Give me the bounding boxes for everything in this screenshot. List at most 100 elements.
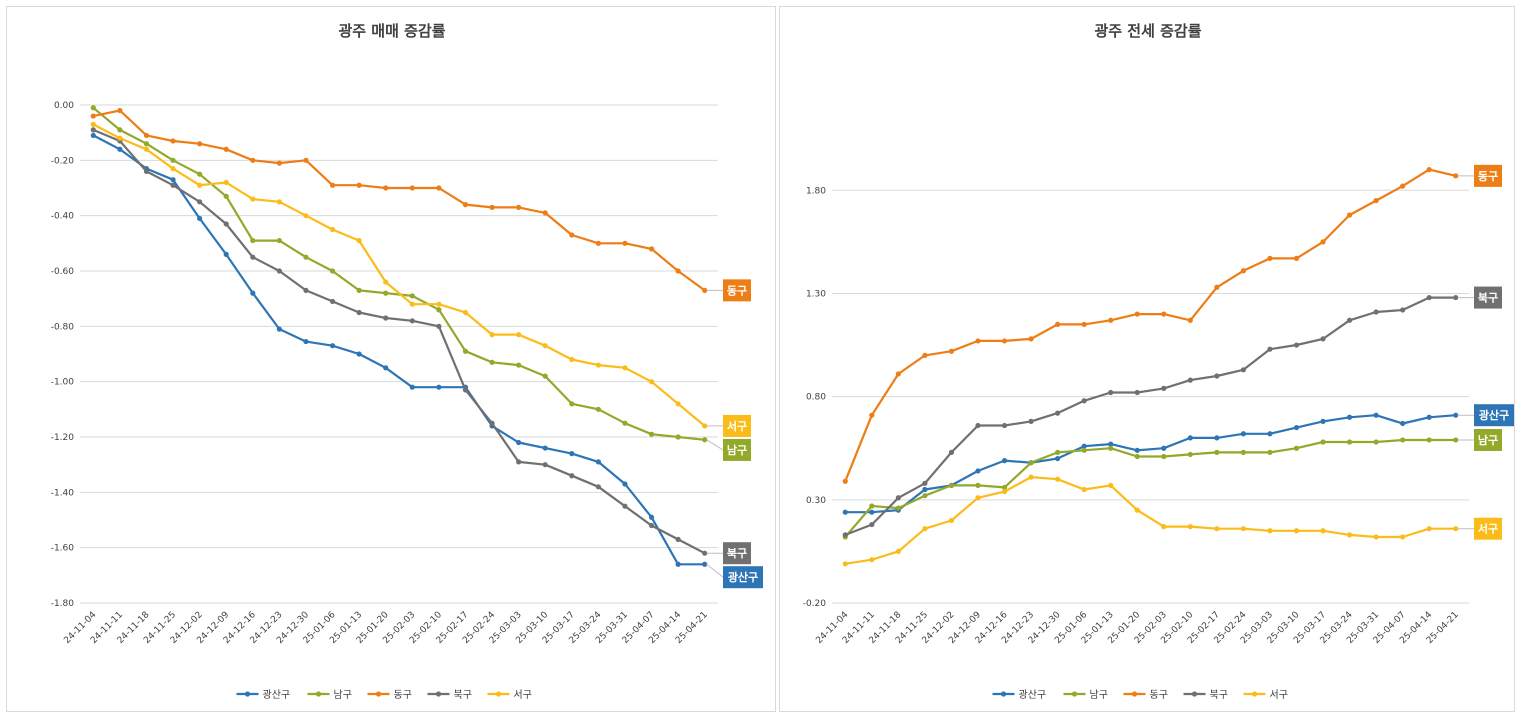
jeonse-chart-svg: 광주 전세 증감률1.801.300.800.30-0.2024-11-0424… — [803, 22, 1514, 701]
data-point-동구 — [197, 141, 203, 147]
y-tick-label: 0.00 — [54, 101, 74, 111]
data-point-광산구 — [1161, 445, 1167, 451]
data-point-남구 — [1267, 449, 1273, 455]
data-point-남구 — [170, 157, 176, 163]
data-point-서구 — [842, 561, 848, 567]
data-point-서구 — [1346, 532, 1353, 538]
data-point-동구 — [143, 132, 150, 139]
data-point-동구 — [675, 268, 681, 274]
end-tag-label: 북구 — [1478, 291, 1498, 305]
data-point-광산구 — [1373, 412, 1379, 418]
legend-label: 광산구 — [263, 689, 291, 701]
data-point-광산구 — [436, 384, 442, 390]
data-point-남구 — [1373, 439, 1379, 445]
end-tag-label: 남구 — [727, 444, 747, 457]
y-tick-label: -1.80 — [51, 599, 75, 609]
end-tag-label: 광산구 — [1479, 408, 1509, 422]
data-point-남구 — [702, 437, 708, 443]
data-point-남구 — [223, 193, 229, 199]
end-tag-북구 — [1474, 286, 1502, 309]
data-point-북구 — [1187, 377, 1193, 383]
data-point-동구 — [1400, 183, 1406, 189]
data-point-북구 — [489, 420, 495, 426]
data-point-서구 — [170, 166, 176, 172]
data-point-서구 — [1161, 524, 1167, 530]
data-point-서구 — [409, 301, 415, 307]
data-point-동구 — [276, 160, 282, 166]
data-point-서구 — [1108, 482, 1114, 488]
end-tag-동구 — [1474, 164, 1502, 187]
data-point-남구 — [1320, 439, 1326, 445]
tag-leader — [706, 563, 724, 578]
chart-panel-jeonse: 광주 전세 증감률 1.80 1.30 0.80 0.30 -0.20 24-11-04 24… — [779, 6, 1515, 712]
data-point-서구 — [895, 548, 901, 555]
data-point-서구 — [869, 557, 875, 563]
series-line-서구 — [92, 123, 706, 427]
data-point-북구 — [1028, 418, 1034, 424]
data-point-남구 — [1240, 449, 1246, 455]
data-point-남구 — [276, 237, 282, 244]
data-point-광산구 — [90, 132, 96, 139]
data-point-광산구 — [1134, 447, 1140, 453]
y-tick-label: -1.40 — [51, 488, 75, 498]
data-point-서구 — [356, 237, 362, 244]
data-point-서구 — [516, 332, 522, 338]
data-point-북구 — [1108, 389, 1114, 396]
data-point-남구 — [117, 127, 123, 133]
end-tag-label: 동구 — [1478, 170, 1498, 183]
data-point-서구 — [1028, 474, 1034, 480]
data-point-동구 — [329, 182, 336, 188]
data-point-서구 — [702, 423, 708, 429]
data-point-남구 — [143, 141, 150, 147]
data-point-동구 — [250, 157, 256, 163]
data-point-광산구 — [869, 509, 875, 515]
data-point-동구 — [702, 287, 708, 293]
data-point-동구 — [409, 185, 415, 191]
data-point-북구 — [143, 168, 150, 174]
end-tag-서구 — [723, 414, 751, 437]
data-point-서구 — [1426, 526, 1432, 532]
data-point-서구 — [1267, 528, 1273, 534]
end-tag-label: 북구 — [727, 546, 747, 560]
series-line-북구 — [92, 128, 706, 555]
end-tag-label: 남구 — [1478, 434, 1498, 447]
end-tag-북구 — [723, 542, 751, 565]
data-point-남구 — [1081, 447, 1087, 453]
data-point-동구 — [1108, 317, 1114, 323]
data-point-북구 — [356, 309, 362, 316]
chart-title: 광주 매매 증감률 — [338, 22, 445, 40]
data-point-서구 — [143, 146, 150, 152]
data-point-남구 — [1108, 445, 1114, 451]
data-point-북구 — [895, 495, 901, 501]
data-point-광산구 — [516, 439, 522, 446]
data-point-남구 — [1453, 437, 1459, 443]
data-point-남구 — [895, 505, 901, 511]
data-point-남구 — [436, 307, 442, 313]
data-point-동구 — [542, 210, 548, 216]
legend-marker-광산구 — [1000, 691, 1007, 697]
data-point-남구 — [197, 171, 203, 177]
data-point-동구 — [1267, 255, 1273, 261]
data-point-북구 — [975, 422, 981, 429]
data-point-북구 — [1240, 367, 1246, 373]
data-point-남구 — [1214, 449, 1220, 455]
data-point-남구 — [922, 493, 928, 499]
y-tick-label: -0.20 — [51, 156, 75, 166]
data-point-광산구 — [648, 514, 655, 520]
data-point-남구 — [1161, 453, 1167, 460]
data-point-남구 — [1346, 439, 1353, 445]
data-point-광산구 — [622, 481, 628, 487]
data-point-서구 — [1320, 528, 1326, 534]
data-point-남구 — [303, 254, 309, 260]
data-point-북구 — [1320, 336, 1326, 342]
data-point-북구 — [869, 521, 875, 528]
data-point-남구 — [250, 237, 256, 244]
data-point-동구 — [1346, 212, 1353, 218]
legend-marker-남구 — [1071, 691, 1078, 697]
series-line-광산구 — [845, 414, 1456, 514]
series-line-서구 — [845, 476, 1456, 565]
end-tag-남구 — [723, 438, 751, 461]
y-tick-label: -0.80 — [51, 322, 75, 332]
data-point-광산구 — [842, 509, 848, 515]
end-tag-광산구 — [723, 566, 763, 589]
